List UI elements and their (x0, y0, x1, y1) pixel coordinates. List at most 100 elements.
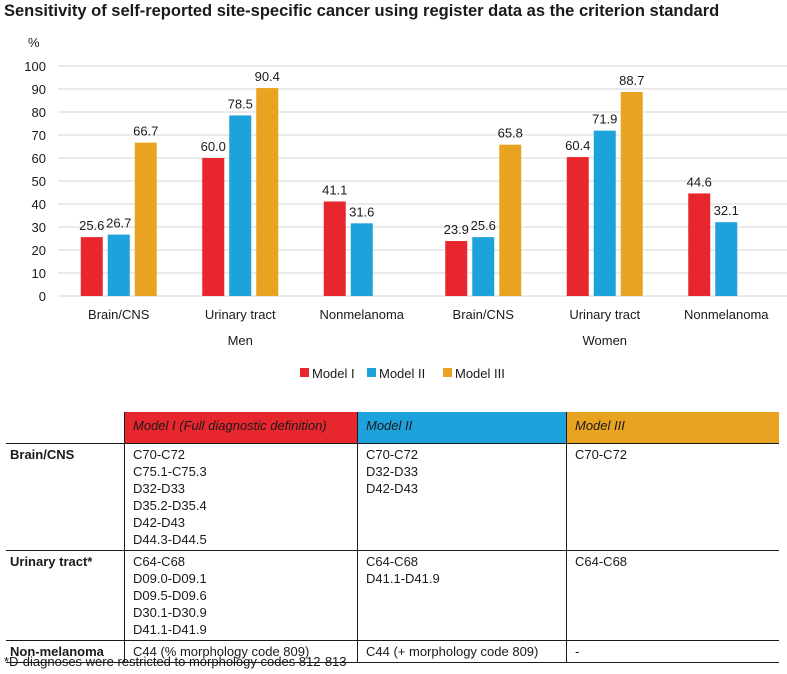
code-item: D42-D43 (133, 515, 186, 530)
code-item: C64-C68 (575, 554, 628, 569)
bar (445, 241, 468, 296)
code-item: D09.0-D09.1 (133, 571, 207, 586)
header-model-2: Model II (357, 412, 567, 444)
code-item: D44.3-D44.5 (133, 532, 207, 547)
bar (688, 193, 711, 296)
legend-swatch (367, 368, 376, 377)
row-site-label: Urinary tract* (6, 550, 125, 641)
bar (472, 237, 495, 296)
chart-title: Sensitivity of self-reported site-specif… (4, 2, 720, 20)
bar (134, 142, 157, 296)
row-site-label: Brain/CNS (6, 443, 125, 551)
legend-label: Model I (312, 366, 355, 381)
code-item: D41.1-D41.9 (366, 571, 440, 586)
data-label: 88.7 (619, 73, 644, 88)
table-row: Urinary tract* C64-C68 D09.0-D09.1 D09.5… (6, 550, 779, 641)
x-category-label: Urinary tract (205, 307, 276, 322)
table-header-blank (6, 412, 125, 444)
data-label: 31.6 (349, 204, 374, 219)
bar (566, 157, 589, 296)
x-category-label: Urinary tract (569, 307, 640, 322)
data-label: 41.1 (322, 182, 347, 197)
row-model-1-codes: C64-C68 D09.0-D09.1 D09.5-D09.6 D30.1-D3… (124, 550, 358, 641)
row-site-label: Non-melanoma (6, 640, 125, 663)
data-label: 60.0 (201, 139, 226, 154)
bar (202, 158, 225, 296)
code-item: C70-C72 (133, 447, 186, 462)
y-tick-label: 80 (32, 105, 46, 120)
data-label: 78.5 (228, 96, 253, 111)
legend-label: Model II (379, 366, 425, 381)
y-tick-label: 100 (24, 59, 46, 74)
y-tick-label: 20 (32, 243, 46, 258)
data-label: 32.1 (714, 203, 739, 218)
data-label: 66.7 (133, 124, 158, 139)
data-label: 65.8 (498, 126, 523, 141)
legend-label: Model III (455, 366, 505, 381)
table-row: Brain/CNS C70-C72 C75.1-C75.3 D32-D33 D3… (6, 443, 779, 551)
row-model-2-codes: C70-C72 D32-D33 D42-D43 (357, 443, 567, 551)
y-tick-label: 40 (32, 197, 46, 212)
y-tick-label: 10 (32, 266, 46, 281)
x-category-label: Nonmelanoma (684, 307, 769, 322)
data-label: 71.9 (592, 112, 617, 127)
table-header-row: Model I (Full diagnostic definition) Mod… (6, 412, 779, 444)
table-row: Non-melanoma C44 (% morphology code 809)… (6, 640, 779, 663)
legend-swatch (443, 368, 452, 377)
x-category-label: Nonmelanoma (319, 307, 404, 322)
bar (256, 88, 279, 296)
y-tick-label: 30 (32, 220, 46, 235)
data-label: 60.4 (565, 138, 590, 153)
code-item: C44 (+ morphology code 809) (366, 644, 539, 659)
row-model-1-codes: C44 (% morphology code 809) (124, 640, 358, 663)
data-label: 90.4 (255, 69, 280, 84)
y-tick-label: 0 (39, 289, 46, 304)
bar (350, 223, 373, 296)
data-label: 25.6 (79, 218, 104, 233)
row-model-3-codes: C70-C72 (566, 443, 779, 551)
header-model-1: Model I (Full diagnostic definition) (124, 412, 358, 444)
data-label: 44.6 (687, 174, 712, 189)
code-item: D35.2-D35.4 (133, 498, 207, 513)
legend-swatch (300, 368, 309, 377)
y-tick-label: 50 (32, 174, 46, 189)
y-axis-label: % (28, 35, 40, 50)
bar (620, 91, 643, 296)
x-group-label: Women (582, 333, 627, 348)
row-model-2-codes: C64-C68 D41.1-D41.9 (357, 550, 567, 641)
code-item: C70-C72 (575, 447, 628, 462)
icd-code-table: Model I (Full diagnostic definition) Mod… (6, 412, 779, 663)
data-label: 25.6 (471, 218, 496, 233)
header-model-3: Model III (566, 412, 779, 444)
code-item: C70-C72 (366, 447, 419, 462)
x-category-label: Brain/CNS (453, 307, 515, 322)
code-item: D42-D43 (366, 481, 419, 496)
bar (323, 201, 346, 296)
table-footnote: *D-diagnoses were restricted to morpholo… (4, 654, 347, 669)
code-item: - (575, 644, 580, 659)
code-item: D41.1-D41.9 (133, 622, 207, 637)
row-model-1-codes: C70-C72 C75.1-C75.3 D32-D33 D35.2-D35.4 … (124, 443, 358, 551)
code-item: D09.5-D09.6 (133, 588, 207, 603)
data-label: 23.9 (444, 222, 469, 237)
code-item: C64-C68 (133, 554, 186, 569)
x-group-label: Men (228, 333, 253, 348)
code-item: C64-C68 (366, 554, 419, 569)
bar (499, 144, 522, 296)
code-item: D32-D33 (133, 481, 186, 496)
bar (80, 237, 103, 296)
bar (593, 130, 616, 296)
code-item: C44 (% morphology code 809) (133, 644, 310, 659)
row-model-3-codes: C64-C68 (566, 550, 779, 641)
y-tick-label: 90 (32, 82, 46, 97)
bar (107, 234, 130, 296)
x-category-label: Brain/CNS (88, 307, 150, 322)
row-model-3-codes: - (566, 640, 779, 663)
row-model-2-codes: C44 (+ morphology code 809) (357, 640, 567, 663)
code-item: C75.1-C75.3 (133, 464, 207, 479)
bar (229, 115, 252, 296)
data-label: 26.7 (106, 216, 131, 231)
y-tick-label: 60 (32, 151, 46, 166)
y-tick-label: 70 (32, 128, 46, 143)
